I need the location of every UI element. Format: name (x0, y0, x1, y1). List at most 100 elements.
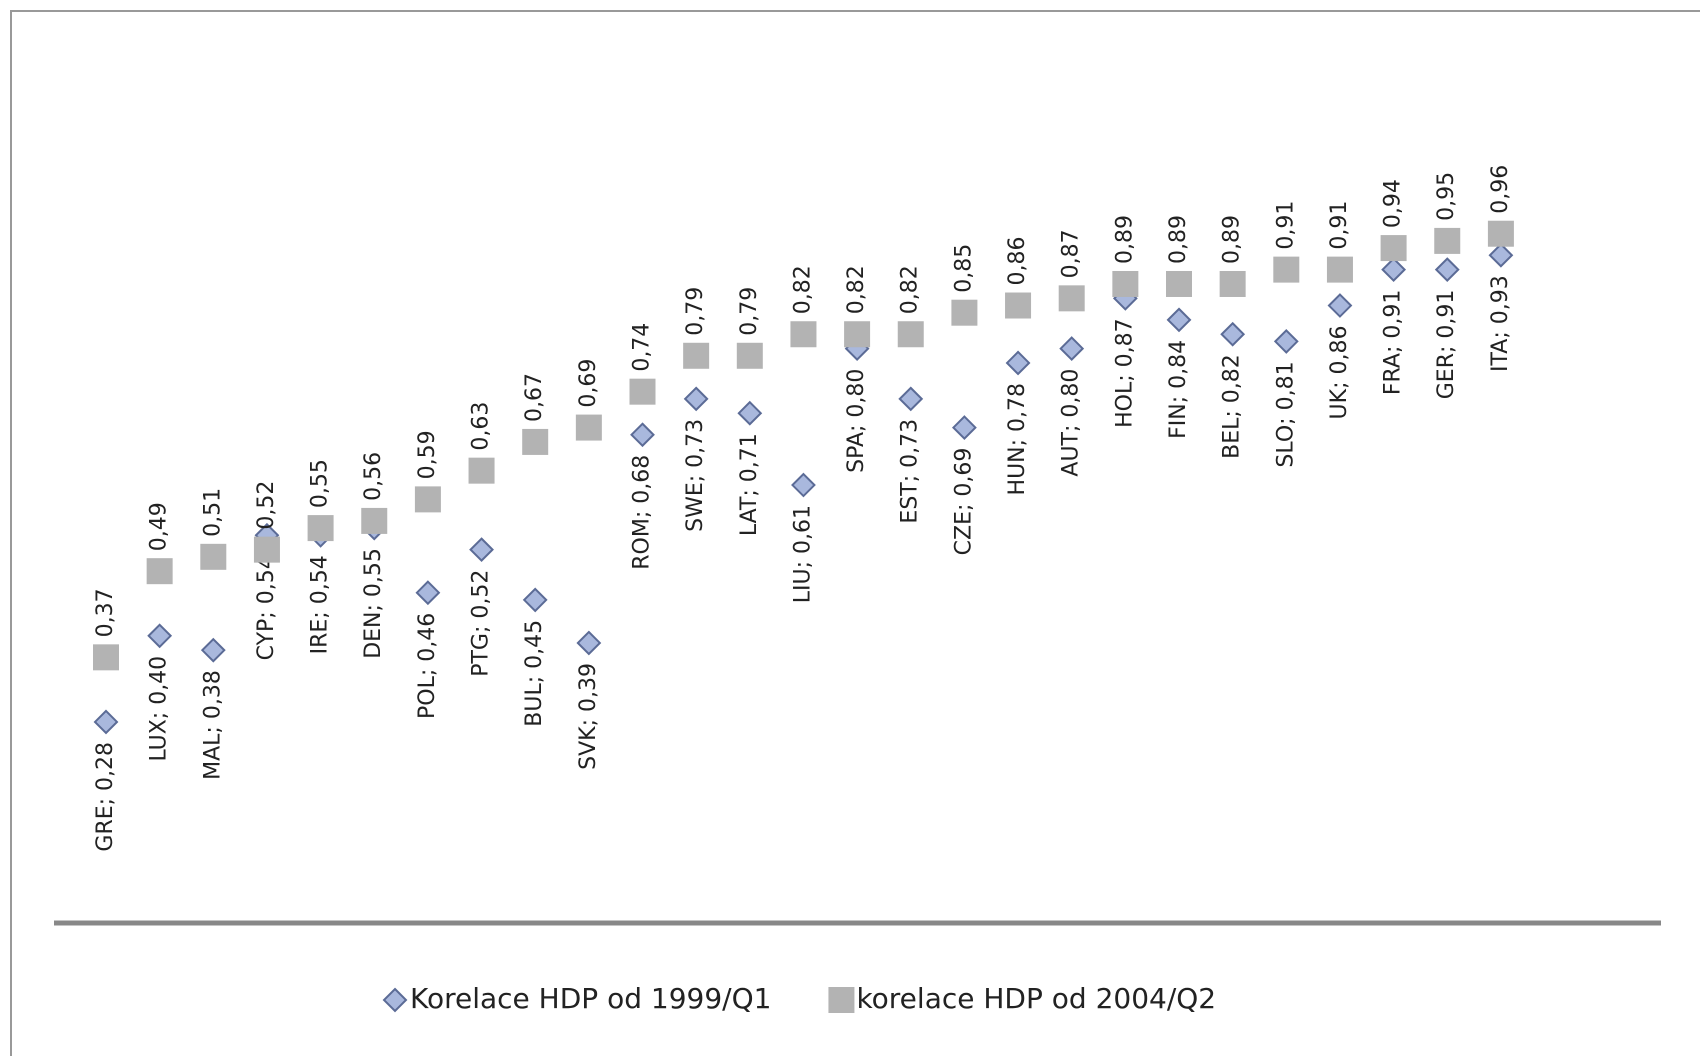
data-label: SPA; 0,80 (844, 369, 869, 473)
data-label: CZE; 0,69 (951, 448, 976, 556)
data-label: 0,59 (415, 430, 440, 479)
data-label: 0,82 (844, 265, 869, 314)
data-label: BUL; 0,45 (522, 620, 547, 727)
data-label: 0,67 (522, 373, 547, 422)
data-label: 0,82 (790, 265, 815, 314)
data-point (93, 709, 119, 735)
data-label: PTG; 0,52 (469, 570, 494, 677)
data-label: 0,87 (1059, 229, 1084, 278)
data-point (1488, 242, 1514, 268)
data-point (1166, 307, 1192, 333)
data-label: GRE; 0,28 (93, 742, 118, 852)
data-label: FRA; 0,91 (1381, 290, 1406, 396)
data-point (147, 623, 173, 649)
data-point (1327, 293, 1353, 318)
data-label: 0,94 (1381, 179, 1406, 228)
data-point (307, 515, 334, 542)
data-label: 0,69 (576, 359, 601, 408)
data-label: 0,51 (200, 488, 225, 537)
data-label: 0,86 (1005, 237, 1030, 286)
data-point (790, 321, 817, 348)
data-label: SVK; 0,39 (576, 663, 601, 770)
data-label: 0,89 (1220, 215, 1245, 264)
data-point (522, 428, 549, 455)
data-point (1381, 257, 1407, 283)
data-label: HUN; 0,78 (1005, 383, 1030, 496)
data-point (898, 386, 924, 412)
data-point (791, 472, 816, 498)
data-label: 0,56 (361, 452, 386, 501)
data-label: 0,96 (1488, 165, 1513, 214)
data-label: POL; 0,46 (415, 613, 440, 719)
data-label: LAT; 0,71 (737, 433, 762, 536)
data-point (1273, 329, 1299, 354)
data-label: MAL; 0,38 (200, 670, 225, 780)
data-label: HOL; 0,87 (1112, 318, 1137, 428)
data-point (1220, 321, 1246, 347)
data-point (1166, 270, 1192, 297)
data-label: SWE; 0,73 (683, 419, 708, 532)
data-label: EST; 0,73 (898, 419, 923, 524)
data-label: 0,79 (683, 287, 708, 336)
legend-marker (382, 987, 408, 1013)
data-label: 0,89 (1166, 215, 1191, 264)
data-label: CYP; 0,54 (254, 555, 279, 660)
data-point (1434, 227, 1461, 254)
data-label: LUX; 0,40 (147, 656, 172, 762)
data-label: ITA; 0,93 (1488, 275, 1513, 372)
data-point (736, 342, 763, 369)
data-label: 0,82 (898, 265, 923, 314)
data-label: 0,95 (1434, 172, 1459, 221)
data-point (737, 400, 763, 426)
data-point (1434, 257, 1460, 283)
data-label: GER; 0,91 (1434, 290, 1459, 400)
data-point (576, 630, 602, 656)
legend-label: korelace HDP od 2004/Q2 (856, 982, 1216, 1015)
data-point (1326, 256, 1353, 283)
data-label: BEL; 0,82 (1220, 354, 1245, 459)
data-point (1058, 285, 1085, 312)
data-label: 0,52 (254, 481, 279, 530)
data-point (253, 536, 280, 563)
data-point (683, 386, 709, 412)
data-point (1005, 350, 1031, 376)
data-point (1219, 270, 1246, 297)
data-label: LIU; 0,61 (790, 505, 815, 603)
data-point (1273, 256, 1300, 283)
data-point (1112, 270, 1139, 297)
data-point (146, 558, 173, 585)
legend-label: Korelace HDP od 1999/Q1 (410, 982, 771, 1015)
data-label: 0,63 (469, 402, 494, 451)
data-point (630, 422, 655, 448)
data-label: 0,55 (308, 459, 333, 508)
data-point (897, 321, 924, 348)
data-label: FIN; 0,84 (1166, 340, 1191, 439)
data-point (629, 378, 656, 405)
data-label: DEN; 0,55 (361, 548, 386, 659)
data-label: 0,74 (630, 323, 655, 372)
legend-marker (828, 987, 855, 1013)
data-label: SLO; 0,81 (1273, 361, 1298, 467)
data-point (200, 637, 226, 663)
data-point (1059, 336, 1085, 362)
data-label: 0,85 (951, 244, 976, 293)
chart-frame (10, 10, 1700, 1056)
data-label: ROM; 0,68 (630, 455, 655, 570)
data-point (468, 457, 495, 484)
data-point (522, 587, 548, 613)
data-point (951, 415, 977, 440)
data-label: 0,79 (737, 287, 762, 336)
data-point (1487, 220, 1514, 247)
data-point (469, 537, 494, 563)
data-label: IRE; 0,54 (308, 555, 333, 654)
data-point (575, 414, 602, 441)
data-point (414, 486, 441, 513)
data-point (1380, 235, 1407, 262)
data-point (683, 342, 710, 369)
data-label: 0,37 (93, 588, 118, 637)
data-point (200, 543, 227, 570)
data-label: AUT; 0,80 (1059, 369, 1084, 477)
data-point (361, 507, 388, 534)
data-point (93, 644, 119, 671)
